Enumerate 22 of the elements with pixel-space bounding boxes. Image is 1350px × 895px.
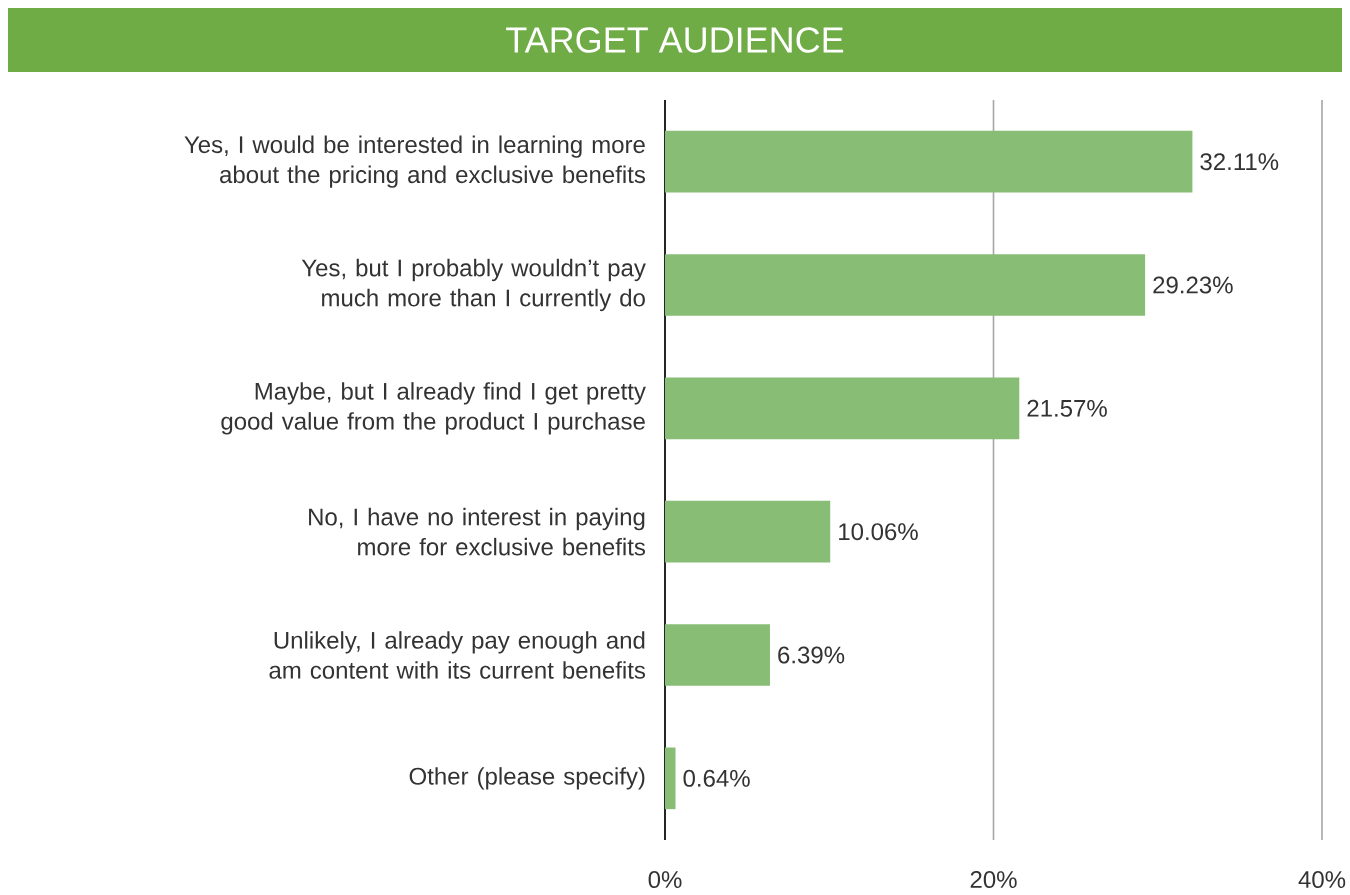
y-tick-label: Yes, but I probably wouldn’t pay much more than I currently do	[301, 258, 646, 312]
chart-title: TARGET AUDIENCE	[506, 27, 844, 53]
data-label: 10.06%	[839, 523, 918, 541]
data-label: 6.39%	[778, 646, 845, 664]
x-tick-label: 0%	[648, 871, 682, 889]
bar	[665, 747, 676, 810]
bar	[665, 130, 1193, 193]
bar	[665, 624, 770, 686]
data-label: 21.57%	[1027, 399, 1107, 417]
y-tick-label: Other (please specify)	[409, 767, 645, 790]
x-tick-label: 40%	[1298, 871, 1346, 889]
bar	[665, 500, 831, 563]
x-tick-label: 20%	[970, 871, 1017, 889]
y-tick-label: Yes, I would be interested in learning more about the pricing and exclusive benefits	[184, 135, 645, 188]
data-label: 29.23%	[1153, 276, 1233, 294]
bar	[665, 254, 1146, 316]
data-label: 0.64%	[683, 769, 750, 787]
y-tick-label: Maybe, but I already find I get pretty good value from the product I purchase	[221, 382, 646, 435]
data-label: 32.11%	[1200, 153, 1279, 171]
y-tick-label: No, I have no interest in paying more for exclusive benefits	[309, 507, 646, 556]
bar	[665, 377, 1020, 440]
y-tick-label: Unlikely, I already pay enough and am content with its current benefits	[269, 631, 646, 679]
